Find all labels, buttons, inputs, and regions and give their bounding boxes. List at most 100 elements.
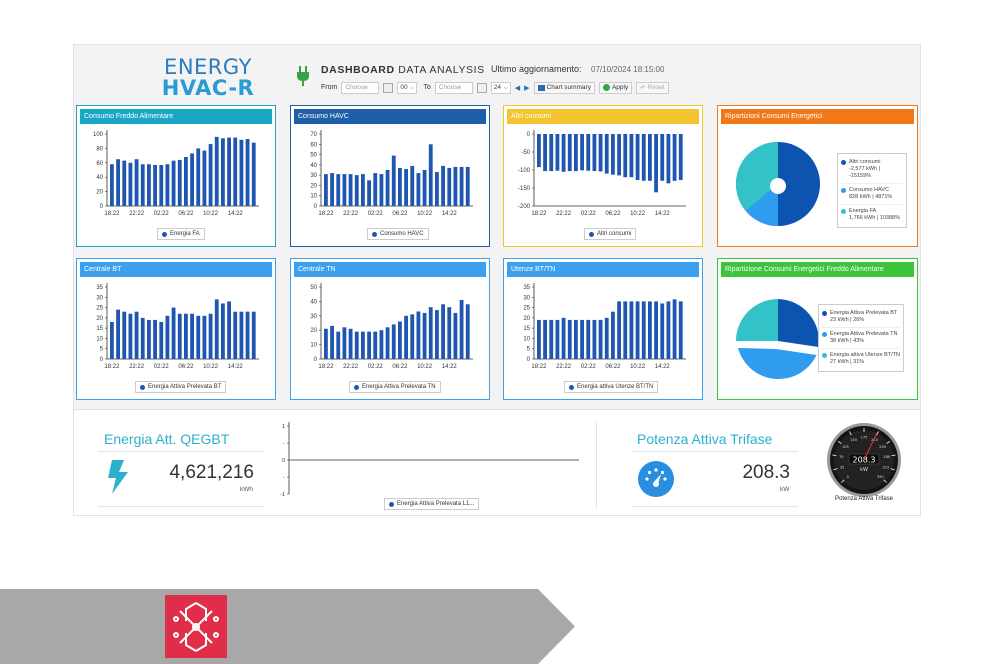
card-consumo-havc: Consumo HAVC 0 10 20 30 40 50 60 70 18:22 22:22 02… bbox=[290, 105, 490, 247]
x-tick-label: 14:22 bbox=[228, 211, 244, 217]
gauge-tick bbox=[849, 431, 852, 436]
bar bbox=[567, 134, 572, 172]
chart-legend[interactable]: Energia attiva Utenze BT/TN bbox=[564, 381, 659, 393]
pie-slice-tn[interactable] bbox=[738, 348, 817, 380]
gauge-tick bbox=[833, 468, 838, 471]
bar bbox=[561, 134, 566, 172]
bar bbox=[110, 164, 114, 206]
legend-dot bbox=[140, 384, 145, 390]
from-date-input[interactable]: Choose bbox=[341, 81, 380, 94]
bar bbox=[611, 311, 615, 359]
bar bbox=[239, 311, 244, 359]
kpi-panel: Energia Att. QEGBT 4,621,216 kWh 1-0- -1 … bbox=[73, 409, 921, 516]
kpi-potenza-value: 208.3 bbox=[742, 462, 790, 483]
legend-dot bbox=[841, 188, 846, 193]
bar bbox=[447, 307, 452, 359]
bar bbox=[629, 134, 634, 178]
chart-legend[interactable]: Energia Attiva Prelevata L1... bbox=[384, 498, 480, 510]
pie-hole bbox=[770, 178, 786, 194]
y-tick-label: 25 bbox=[523, 306, 530, 312]
bar bbox=[165, 164, 170, 206]
bar bbox=[404, 168, 408, 206]
pie-legend-item[interactable]: Energia FA 1,766 kWh | 10388% bbox=[841, 205, 903, 225]
bar bbox=[214, 136, 219, 206]
chart-legend[interactable]: Energia Attiva Prelevata BT bbox=[135, 381, 227, 393]
bar bbox=[361, 174, 365, 206]
bar bbox=[447, 167, 452, 206]
bar bbox=[598, 134, 603, 172]
bar bbox=[617, 301, 621, 359]
pie-slice-bt[interactable] bbox=[778, 299, 819, 347]
bar bbox=[580, 134, 584, 171]
pie-slice-utenze[interactable] bbox=[736, 299, 778, 341]
to-hour-select[interactable]: 24 ⌵ bbox=[490, 81, 511, 94]
from-calendar-icon[interactable] bbox=[383, 82, 394, 93]
bar bbox=[592, 319, 597, 359]
to-calendar-icon[interactable] bbox=[476, 82, 487, 93]
to-date-input[interactable]: Choose bbox=[434, 81, 473, 94]
x-tick-label: 06:22 bbox=[178, 364, 194, 370]
y-tick-label: 20 bbox=[523, 316, 530, 322]
pie-slice-havc[interactable] bbox=[745, 184, 778, 227]
bar bbox=[367, 180, 371, 206]
legend-label: Energia attiva Utenze BT/TN bbox=[577, 384, 654, 390]
pie-legend-item[interactable]: Altri consumi -2,577 kWh | -15159% bbox=[841, 156, 903, 184]
bar bbox=[543, 319, 547, 359]
pie-legend-value: 23 kWh | 26% bbox=[830, 317, 865, 323]
bar bbox=[110, 321, 114, 359]
divider bbox=[98, 506, 264, 507]
bar bbox=[153, 319, 157, 359]
x-tick-label: 02:22 bbox=[154, 364, 170, 370]
bar bbox=[128, 313, 133, 359]
chart-legend[interactable]: Energia FA bbox=[157, 228, 205, 240]
update-value: 07/10/2024 18:15:00 bbox=[591, 65, 665, 74]
x-tick-label: 02:22 bbox=[154, 211, 170, 217]
x-tick-label: 18:22 bbox=[104, 211, 120, 217]
bar bbox=[373, 173, 378, 206]
x-tick-label: 10:22 bbox=[417, 364, 433, 370]
x-tick-label: 06:22 bbox=[392, 211, 408, 217]
y-tick-label: 70 bbox=[310, 132, 317, 138]
bar bbox=[441, 304, 445, 359]
y-tick-label: 10 bbox=[310, 343, 317, 349]
card-centrale-bt: Centrale BT 0 5 10 15 20 25 30 35 18:22 22:22 02:2… bbox=[76, 258, 276, 400]
gauge-tick bbox=[837, 440, 842, 444]
from-hour-select[interactable]: 00 ⌵ bbox=[397, 81, 418, 94]
x-tick-label: 22:22 bbox=[556, 364, 572, 370]
pie-legend-value: 38 kWh | 43% bbox=[830, 338, 865, 344]
pie-slice-fa[interactable] bbox=[735, 141, 778, 211]
bar bbox=[134, 311, 139, 359]
prev-arrow-icon[interactable]: ◀ bbox=[514, 84, 521, 92]
y-tick-label: 20 bbox=[310, 328, 317, 334]
reset-button[interactable]: ↶ Reset bbox=[636, 81, 669, 94]
chart-summary-button[interactable]: Chart summary bbox=[533, 81, 595, 94]
y-tick-label: - bbox=[283, 441, 285, 447]
pie-chart-ripartizione-fa bbox=[736, 299, 819, 380]
y-tick-label: 15 bbox=[96, 326, 103, 332]
pie-legend-item[interactable]: Energia Attiva Prelevata TN 38 kWh | 43% bbox=[822, 328, 900, 349]
logo-line2: HVAC-R bbox=[161, 76, 255, 100]
y-tick-label: 20 bbox=[310, 183, 317, 189]
bar bbox=[379, 174, 384, 206]
pie-legend-item[interactable]: Energia attiva Utenze BT/TN 27 kWh | 31% bbox=[822, 349, 900, 369]
pie-legend-label: Energia attiva Utenze BT/TN bbox=[830, 352, 901, 358]
bar bbox=[348, 174, 353, 206]
next-arrow-icon[interactable]: ▶ bbox=[524, 84, 530, 92]
y-tick-label: 40 bbox=[96, 175, 103, 181]
chart-legend[interactable]: Consumo HAVC bbox=[367, 228, 429, 240]
y-tick-label: 10 bbox=[523, 336, 530, 342]
pie-legend-item[interactable]: Energia Attiva Prelevata BT 23 kWh | 26% bbox=[822, 307, 900, 328]
bar bbox=[208, 144, 213, 206]
bar bbox=[561, 317, 566, 359]
apply-button[interactable]: Apply bbox=[598, 81, 633, 94]
bar bbox=[678, 301, 683, 359]
bar bbox=[342, 174, 347, 206]
divider bbox=[98, 451, 264, 452]
legend-dot bbox=[389, 501, 394, 507]
bar bbox=[678, 134, 683, 181]
bar bbox=[251, 142, 256, 206]
legend-dot bbox=[569, 384, 574, 390]
chart-legend[interactable]: Energia Attiva Prelevata TN bbox=[349, 381, 441, 393]
chart-legend[interactable]: Altri consumi bbox=[584, 228, 637, 240]
pie-legend-item[interactable]: Consumo HAVC 828 kWh | 4871% bbox=[841, 184, 903, 205]
